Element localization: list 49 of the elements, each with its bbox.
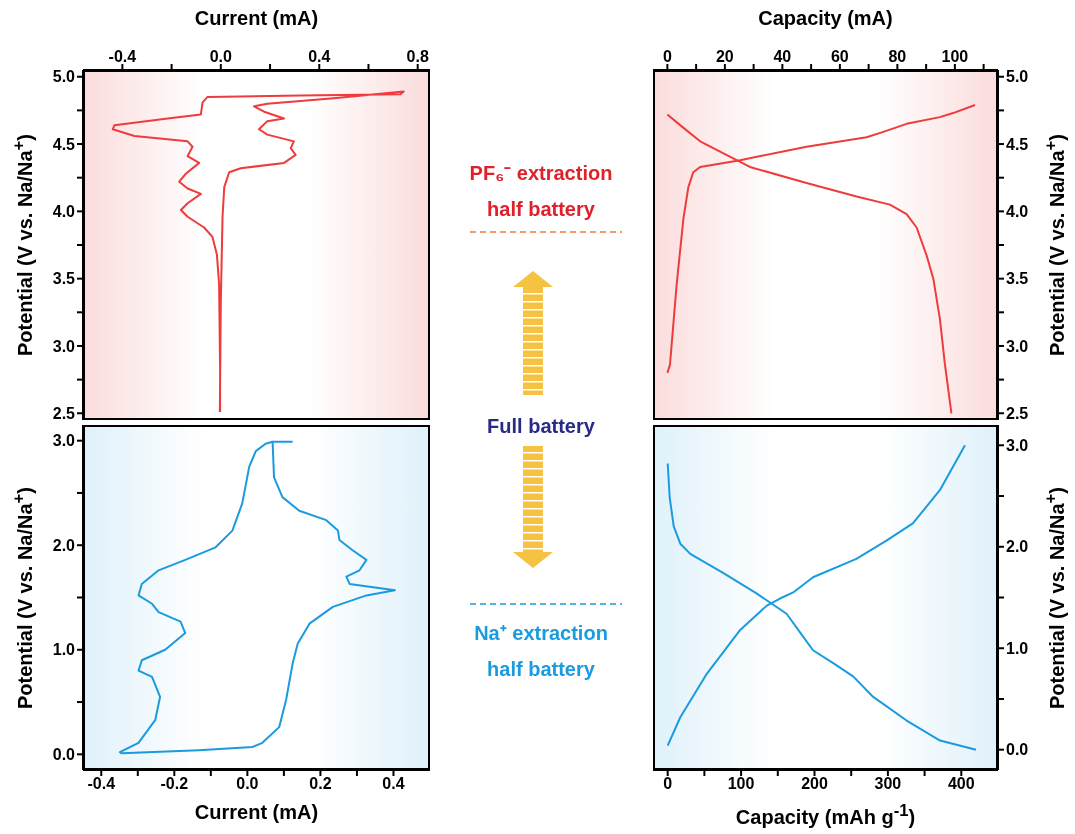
text: Full battery xyxy=(486,414,596,439)
x-tick-label: 0 xyxy=(662,48,672,65)
x-tick-label: 0.0 xyxy=(236,775,259,793)
y-tick-label: 0.0 xyxy=(52,746,76,763)
y2-tick-label: 2.5 xyxy=(1006,404,1029,422)
y-tick-label: 2.5 xyxy=(52,404,76,422)
y2-tick-label: 3.0 xyxy=(1006,337,1029,355)
y-tick-label: 2.0 xyxy=(52,536,76,554)
line-series xyxy=(118,440,396,755)
x-tick-label: 20 xyxy=(715,48,734,65)
y-tick-label: 3.5 xyxy=(52,270,76,288)
x-tick-label: -0.4 xyxy=(87,775,116,793)
x-axis-title: Current (mA) xyxy=(193,7,320,30)
text: PF₆⁻ extraction half battery xyxy=(468,161,614,222)
x-tick-label: 0.2 xyxy=(309,775,332,793)
y-tick-label: 3.0 xyxy=(52,337,76,355)
x-axis-title: Capacity (mA) xyxy=(757,7,894,30)
x-tick-label: 0.4 xyxy=(308,48,331,65)
y-tick-label: 4.5 xyxy=(52,135,76,153)
y-tick-label: 4.0 xyxy=(52,203,76,221)
x-tick-label: 0.0 xyxy=(209,48,233,65)
x-axis-title: Capacity (mAh g$^{-1}$) xyxy=(734,801,917,829)
x-tick-label: 200 xyxy=(801,775,828,793)
y2-tick-label: 3.5 xyxy=(1006,270,1029,288)
x-tick-label: 0.8 xyxy=(406,48,429,65)
x-tick-label: -0.2 xyxy=(160,775,189,793)
y2-tick-label: 0.0 xyxy=(1006,741,1029,759)
x-tick-label: 80 xyxy=(888,48,907,65)
x-tick-label: 400 xyxy=(947,775,975,793)
y2-tick-label: 4.5 xyxy=(1006,135,1029,153)
x-tick-label: 300 xyxy=(874,775,902,793)
y2-tick-label: 2.0 xyxy=(1006,538,1029,556)
y2-tick-label: 5.0 xyxy=(1006,68,1029,86)
x-tick-label: 0.4 xyxy=(382,775,405,793)
y-tick-label: 1.0 xyxy=(52,641,76,659)
y2-tick-label: 1.0 xyxy=(1006,639,1029,657)
y2-tick-label: 3.0 xyxy=(1006,436,1029,454)
x-tick-label: -0.4 xyxy=(108,48,137,65)
x-tick-label: 60 xyxy=(830,48,849,65)
text: Na⁺ extraction half battery xyxy=(473,621,609,682)
y2-tick-label: 4.0 xyxy=(1006,203,1029,221)
x-tick-label: 40 xyxy=(773,48,792,65)
x-tick-label: 100 xyxy=(727,775,755,793)
y-tick-label: 5.0 xyxy=(52,68,76,86)
y-tick-label: 3.0 xyxy=(52,432,76,450)
x-tick-label: 0 xyxy=(663,775,673,793)
line-series xyxy=(111,90,405,413)
x-axis-title: Current (mA) xyxy=(193,801,320,824)
x-tick-label: 100 xyxy=(941,48,969,65)
